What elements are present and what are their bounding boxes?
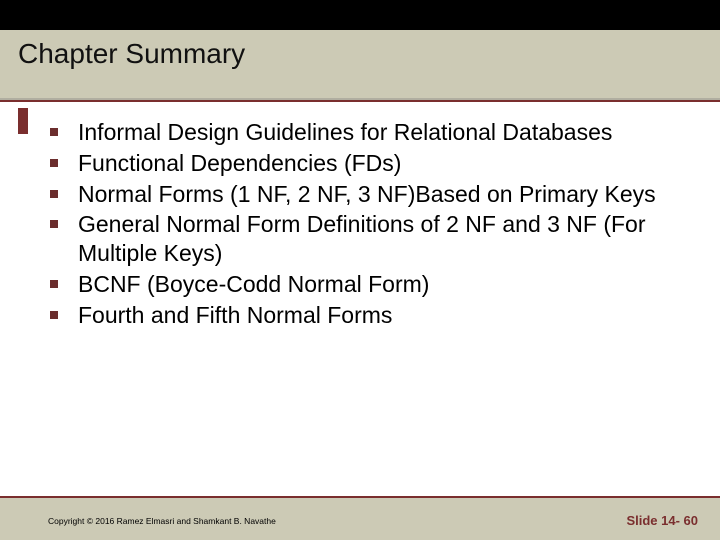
- bullet-text: General Normal Form Definitions of 2 NF …: [78, 211, 646, 266]
- slide-number: Slide 14- 60: [626, 513, 698, 528]
- content-area: Informal Design Guidelines for Relationa…: [50, 118, 690, 331]
- list-item: BCNF (Boyce-Codd Normal Form): [50, 270, 690, 299]
- copyright-text: Copyright © 2016 Ramez Elmasri and Shamk…: [48, 516, 276, 526]
- square-bullet-icon: [50, 280, 58, 288]
- bullet-text: Functional Dependencies (FDs): [78, 150, 401, 176]
- list-item: General Normal Form Definitions of 2 NF …: [50, 210, 690, 268]
- divider-accent: [0, 100, 720, 102]
- bullet-text: Fourth and Fifth Normal Forms: [78, 302, 392, 328]
- square-bullet-icon: [50, 220, 58, 228]
- slide: Chapter Summary Informal Design Guidelin…: [0, 0, 720, 540]
- title-band: Chapter Summary: [0, 30, 720, 100]
- slide-title: Chapter Summary: [18, 38, 245, 70]
- bullet-text: BCNF (Boyce-Codd Normal Form): [78, 271, 429, 297]
- bullet-text: Normal Forms (1 NF, 2 NF, 3 NF)Based on …: [78, 181, 656, 207]
- list-item: Normal Forms (1 NF, 2 NF, 3 NF)Based on …: [50, 180, 690, 209]
- bullet-list: Informal Design Guidelines for Relationa…: [50, 118, 690, 329]
- square-bullet-icon: [50, 128, 58, 136]
- square-bullet-icon: [50, 159, 58, 167]
- list-item: Functional Dependencies (FDs): [50, 149, 690, 178]
- square-bullet-icon: [50, 311, 58, 319]
- top-black-bar: [0, 0, 720, 30]
- list-item: Fourth and Fifth Normal Forms: [50, 301, 690, 330]
- bullet-text: Informal Design Guidelines for Relationa…: [78, 119, 612, 145]
- accent-block: [18, 108, 28, 134]
- list-item: Informal Design Guidelines for Relationa…: [50, 118, 690, 147]
- square-bullet-icon: [50, 190, 58, 198]
